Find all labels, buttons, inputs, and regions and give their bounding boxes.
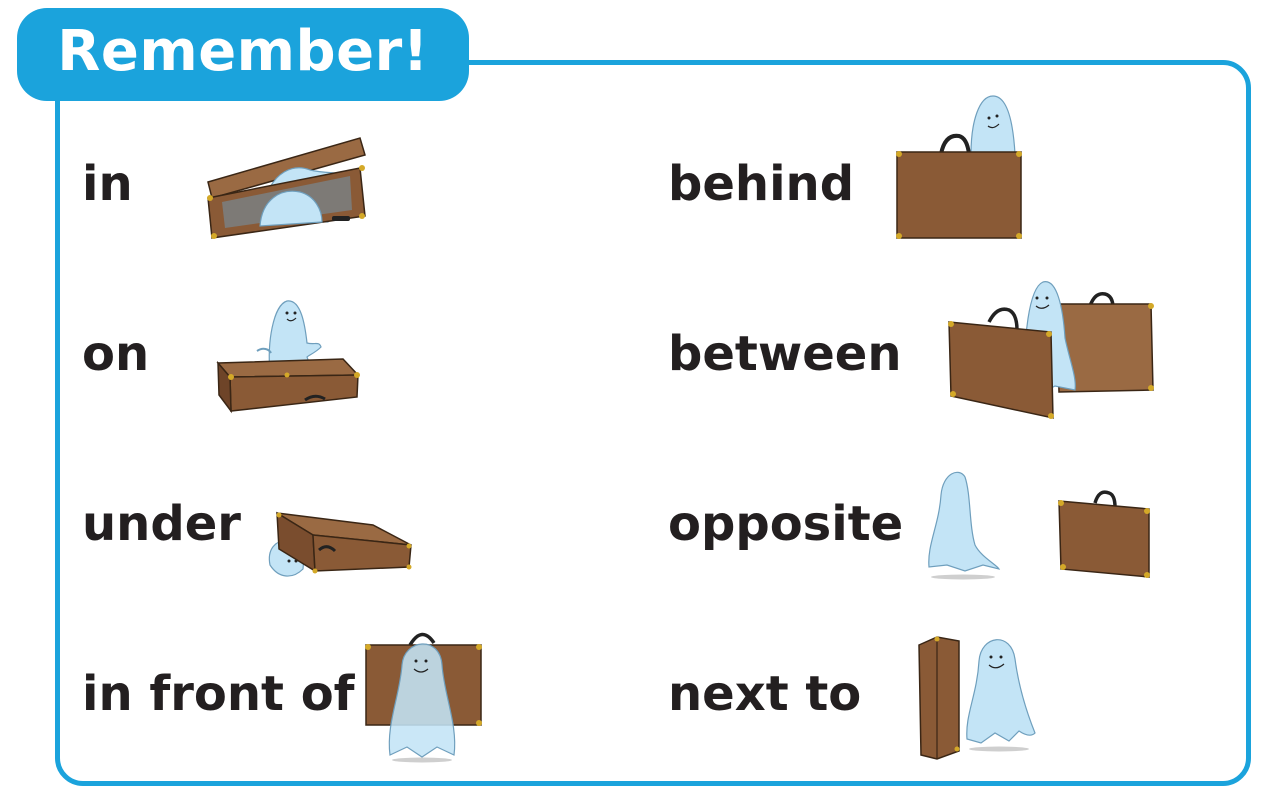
ghost-on-suitcase-illustration [215,295,365,415]
ghost-under-suitcase-illustration [265,505,415,585]
ghost-next-to-suitcase-illustration [915,625,1043,765]
word-in: in [82,156,133,212]
word-behind: behind [668,156,855,212]
word-on: on [82,326,150,382]
word-next-to: next to [668,666,862,722]
ghost-in-suitcase-illustration [200,130,375,245]
title-tab: Remember! [17,8,469,101]
title: Remember! [57,19,429,84]
ghost-behind-suitcase-illustration [893,92,1028,242]
word-under: under [82,496,241,552]
ghost-between-suitcases-illustration [945,278,1160,423]
remember-box [55,60,1251,786]
word-opposite: opposite [668,496,904,552]
ghost-opposite-suitcase-illustration [925,465,1157,585]
word-between: between [668,326,902,382]
word-in-front-of: in front of [82,666,355,722]
ghost-in-front-of-suitcase-illustration [362,625,487,765]
